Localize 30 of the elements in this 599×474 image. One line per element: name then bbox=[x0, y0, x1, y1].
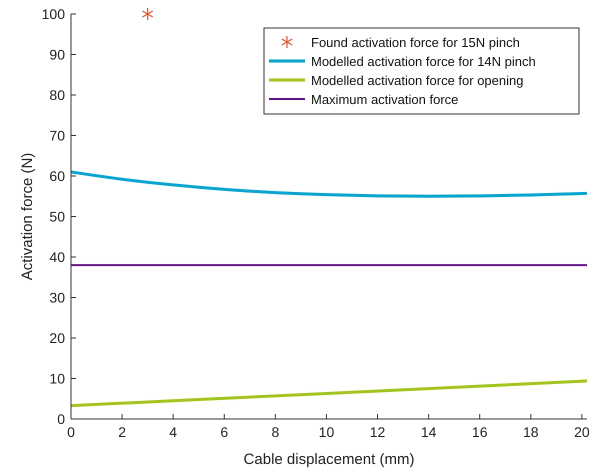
x-axis-title: Cable displacement (mm) bbox=[244, 451, 414, 468]
legend-label: Found activation force for 15N pinch bbox=[311, 35, 520, 50]
y-tick-label: 30 bbox=[49, 290, 66, 306]
x-tick-label: 12 bbox=[370, 424, 386, 440]
x-tick-label: 8 bbox=[271, 424, 280, 440]
y-tick-label: 80 bbox=[49, 87, 66, 103]
y-tick-label: 50 bbox=[49, 208, 66, 224]
x-tick-label: 0 bbox=[67, 424, 76, 440]
y-tick-label: 10 bbox=[49, 370, 66, 386]
y-tick-label: 90 bbox=[49, 46, 66, 62]
x-tick-label: 16 bbox=[472, 424, 488, 440]
line-series bbox=[70, 170, 588, 198]
x-tick-label: 2 bbox=[118, 424, 126, 440]
y-tick-label: 20 bbox=[49, 330, 66, 346]
legend-label: Modelled activation force for 14N pinch bbox=[311, 54, 536, 69]
y-axis-title: Activation force (N) bbox=[19, 152, 36, 280]
x-tick-label: 18 bbox=[523, 424, 539, 440]
legend-label: Modelled activation force for opening bbox=[311, 73, 524, 88]
y-tick-label: 100 bbox=[42, 6, 66, 22]
x-tick-label: 10 bbox=[318, 424, 334, 440]
x-tick-label: 6 bbox=[220, 424, 228, 440]
legend-label: Maximum activation force bbox=[311, 92, 458, 107]
x-tick-label: 20 bbox=[574, 424, 590, 440]
line-series bbox=[70, 379, 588, 408]
y-tick-label: 0 bbox=[57, 411, 66, 427]
y-tick-label: 70 bbox=[49, 128, 66, 144]
y-tick-label: 40 bbox=[49, 249, 66, 265]
x-tick-label: 4 bbox=[169, 424, 178, 440]
x-tick-label: 14 bbox=[420, 424, 437, 440]
y-tick-label: 60 bbox=[49, 168, 66, 184]
